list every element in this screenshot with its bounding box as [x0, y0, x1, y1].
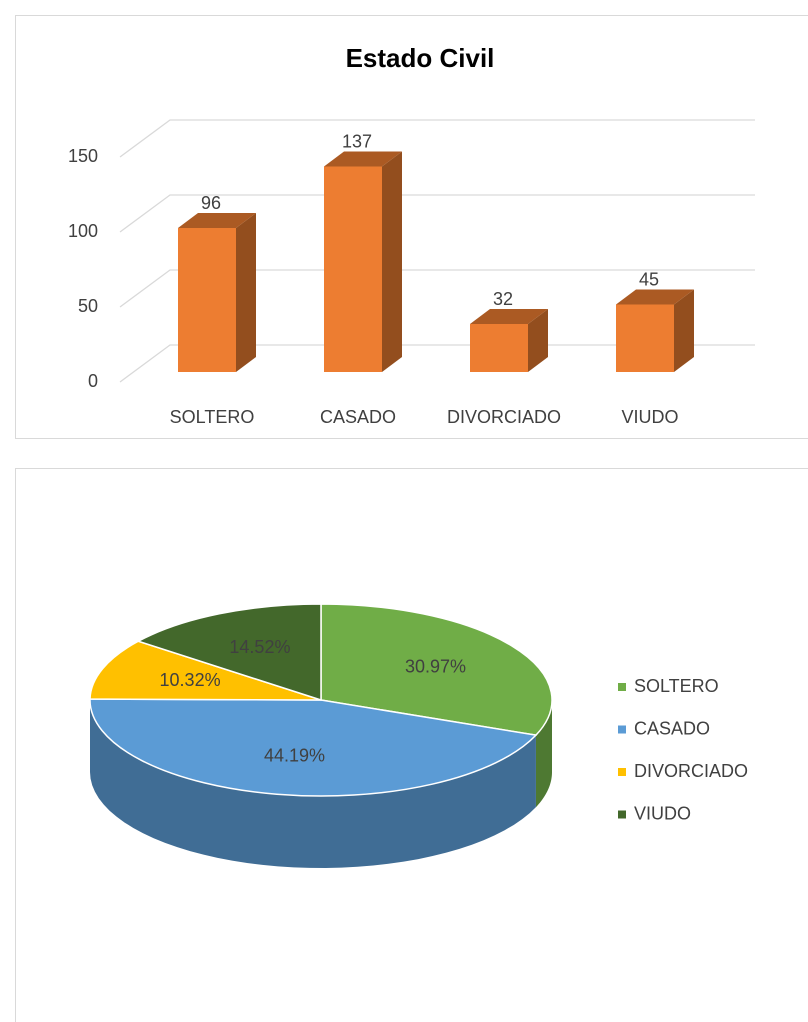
data-label: 137	[342, 131, 372, 151]
legend-label: DIVORCIADO	[634, 761, 748, 781]
pie-slice	[136, 603, 322, 702]
data-label: 30.97%	[405, 656, 466, 676]
pie-side	[535, 700, 552, 808]
data-label: 44.19%	[264, 745, 325, 765]
bar-side	[236, 213, 256, 372]
x-tick-label: CASADO	[320, 407, 396, 427]
x-tick-label: DIVORCIADO	[447, 407, 561, 427]
bar	[470, 309, 548, 372]
x-tick-label: VIUDO	[621, 407, 678, 427]
y-tick-label: 50	[78, 296, 98, 316]
bar-side	[382, 151, 402, 372]
bar-front	[616, 304, 674, 372]
data-label: 96	[201, 193, 221, 213]
legend-label: CASADO	[634, 718, 710, 738]
pie-slice	[89, 698, 538, 797]
bar	[616, 289, 694, 372]
bar-top	[470, 309, 548, 324]
pie-slice	[320, 603, 553, 736]
data-label: 10.32%	[160, 670, 221, 690]
legend-label: VIUDO	[634, 803, 691, 823]
chart-title: Estado Civil	[346, 43, 495, 73]
grid-line	[119, 194, 755, 233]
bar-top	[178, 213, 256, 228]
bar	[178, 213, 256, 372]
data-label: 45	[639, 269, 659, 289]
bar-front	[324, 166, 382, 372]
bar-side	[528, 309, 548, 372]
data-label: 32	[493, 289, 513, 309]
grid-line	[119, 344, 755, 383]
pie-slice	[89, 640, 322, 701]
grid-line	[119, 269, 755, 308]
legend-swatch	[618, 810, 626, 819]
bar-front	[470, 324, 528, 372]
legend-label: SOLTERO	[634, 676, 719, 696]
grid-line	[119, 119, 755, 158]
x-tick-label: SOLTERO	[170, 407, 255, 427]
y-tick-label: 150	[68, 146, 98, 166]
legend-swatch	[618, 725, 626, 734]
data-label: 14.52%	[229, 637, 290, 657]
legend-swatch	[618, 683, 626, 691]
y-tick-label: 100	[68, 221, 98, 241]
bar-chart-frame	[15, 15, 808, 439]
bar-side	[674, 289, 694, 372]
legend-swatch	[618, 768, 626, 776]
bar-front	[178, 228, 236, 372]
y-tick-label: 0	[88, 371, 98, 391]
pie-side	[90, 700, 536, 868]
bar	[324, 151, 402, 372]
bar-top	[324, 151, 402, 167]
bar-top	[616, 289, 694, 305]
